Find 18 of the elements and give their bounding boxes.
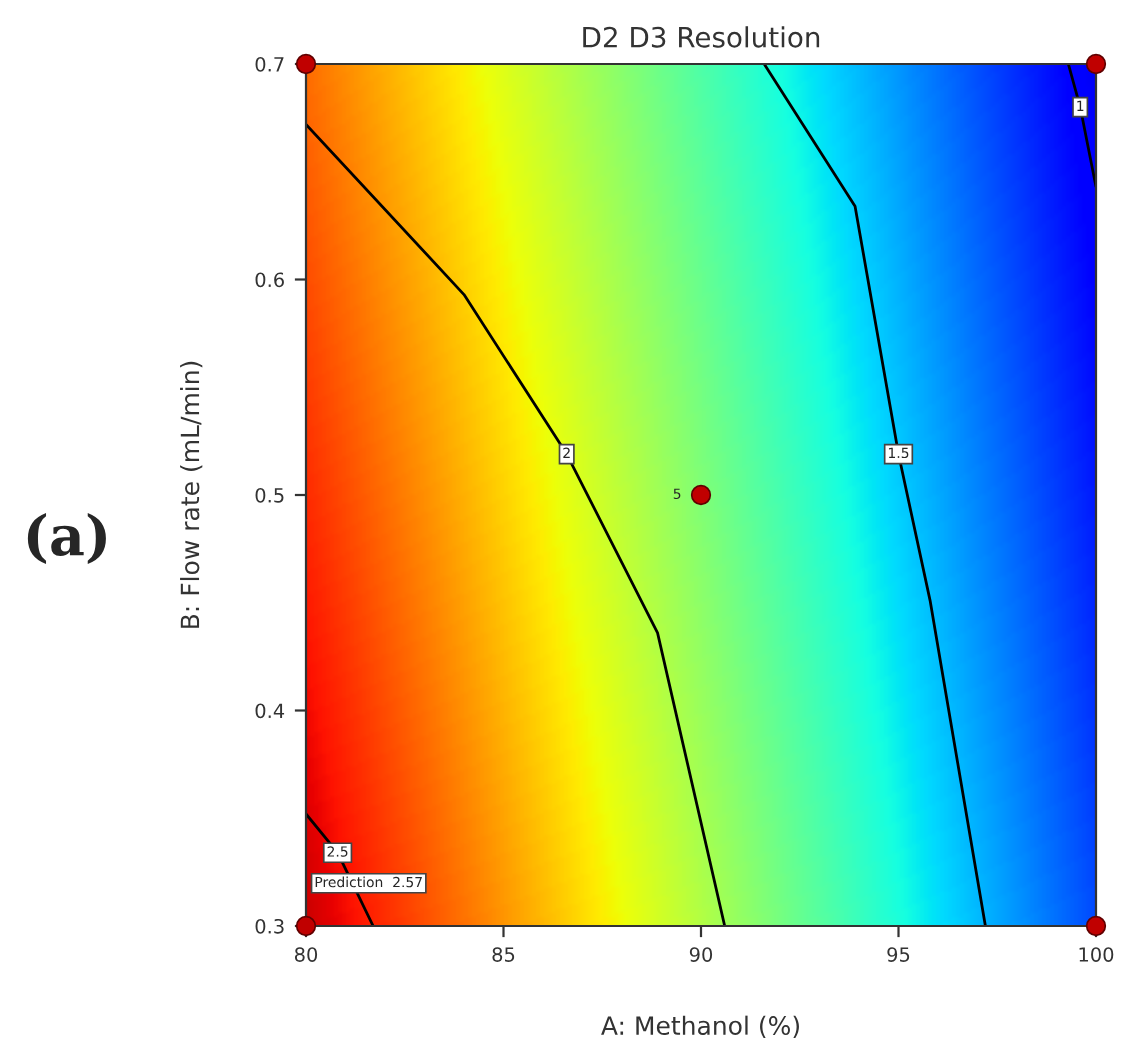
y-tick-label: 0.7 bbox=[255, 56, 284, 72]
x-tick-label: 95 bbox=[887, 947, 910, 962]
point bbox=[1085, 53, 1107, 75]
x-tick-label: 85 bbox=[492, 947, 515, 962]
y-axis-title: B: Flow rate (mL/min) bbox=[180, 361, 203, 628]
x-tick-label: 100 bbox=[1079, 947, 1114, 962]
line-series bbox=[762, 64, 987, 926]
text: (a) bbox=[27, 513, 106, 564]
y-tick-label: 0.3 bbox=[255, 918, 284, 934]
x-tick-label: 80 bbox=[294, 947, 318, 962]
y-tick-label: 0.6 bbox=[255, 272, 284, 288]
y-tick-label: 0.4 bbox=[255, 703, 285, 719]
x-tick-label: 90 bbox=[689, 947, 713, 962]
y-tick-label: 0.5 bbox=[255, 487, 284, 503]
line-series bbox=[306, 122, 727, 926]
x-axis-title: A: Methanol (%) bbox=[601, 1015, 799, 1038]
point bbox=[690, 484, 712, 506]
chart-title: D2 D3 Resolution bbox=[583, 26, 820, 48]
